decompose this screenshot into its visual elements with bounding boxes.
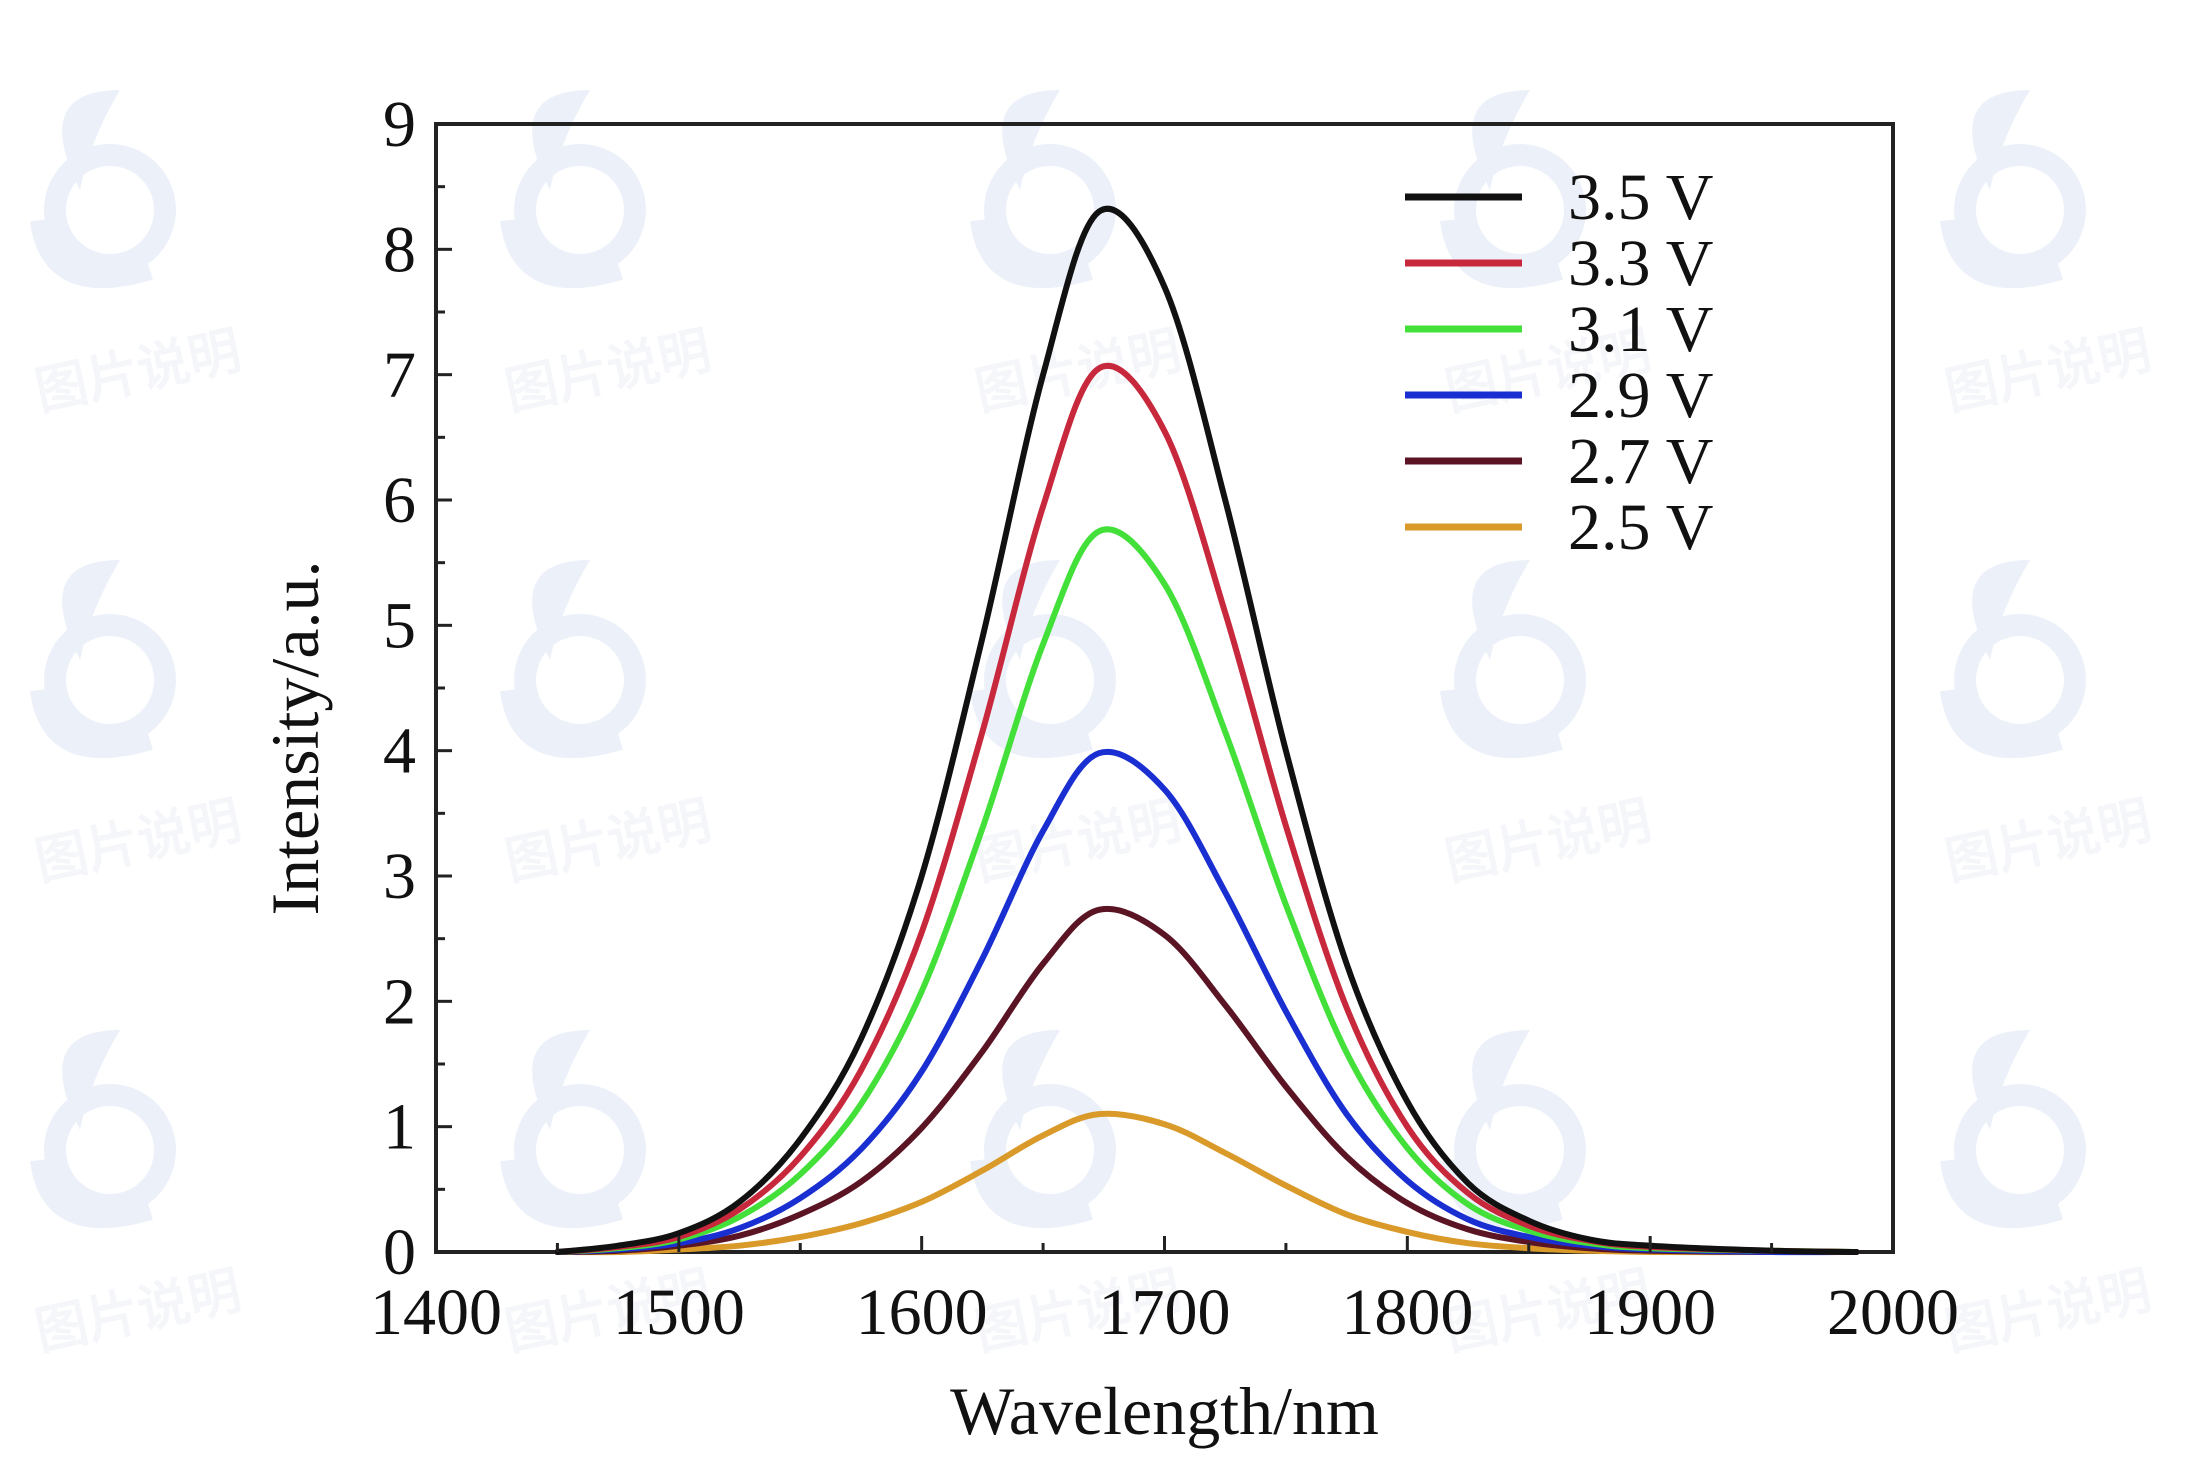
watermark-mark: 图片说明 xyxy=(1440,560,1656,893)
x-axis: 1400 1500 1600 1700 1800 1900 2000 xyxy=(370,1236,1959,1349)
series-line-0 xyxy=(554,205,1860,1255)
watermark-mark: 图片说明 xyxy=(30,90,246,423)
watermark-text: 图片说明 xyxy=(970,791,1186,893)
y-tick-label: 4 xyxy=(383,715,416,788)
series-line-2 xyxy=(554,526,1860,1255)
y-tick-label: 5 xyxy=(383,589,416,662)
watermark-text: 图片说明 xyxy=(500,321,716,423)
x-tick-label: 1800 xyxy=(1341,1276,1473,1349)
legend: 3.5 V3.3 V3.1 V2.9 V2.7 V2.5 V xyxy=(1405,161,1713,564)
legend-label: 2.7 V xyxy=(1568,425,1713,498)
watermark-text: 图片说明 xyxy=(1940,1261,2156,1363)
watermark-mark: 图片说明 xyxy=(500,560,716,893)
watermark-mark: 图片说明 xyxy=(970,560,1186,893)
watermark-text: 图片说明 xyxy=(1940,791,2156,893)
x-tick-label: 1400 xyxy=(370,1276,502,1349)
watermark-text: 图片说明 xyxy=(500,791,716,893)
y-tick-label: 3 xyxy=(383,840,416,913)
watermark-mark: 图片说明 xyxy=(1940,90,2156,423)
legend-label: 3.3 V xyxy=(1568,227,1713,300)
series-line-1 xyxy=(554,362,1860,1255)
series-line-3 xyxy=(554,748,1860,1256)
legend-label: 2.9 V xyxy=(1568,359,1713,432)
watermark-text: 图片说明 xyxy=(1440,791,1656,893)
y-tick-label: 2 xyxy=(383,965,416,1038)
y-tick-label: 0 xyxy=(383,1216,416,1289)
x-axis-title: Wavelength/nm xyxy=(950,1373,1379,1449)
watermark-text: 图片说明 xyxy=(30,321,246,423)
watermark-mark: 图片说明 xyxy=(30,560,246,893)
y-tick-label: 9 xyxy=(383,88,416,161)
y-tick-label: 6 xyxy=(383,464,416,537)
legend-label: 3.5 V xyxy=(1568,161,1713,234)
watermark-mark: 图片说明 xyxy=(500,90,716,423)
legend-label: 2.5 V xyxy=(1568,491,1713,564)
x-tick-label: 1600 xyxy=(856,1276,988,1349)
y-axis: 0 1 2 3 4 5 6 7 8 9 xyxy=(383,88,452,1289)
y-axis-title: Intensity/a.u. xyxy=(257,560,333,915)
y-tick-label: 1 xyxy=(383,1091,416,1164)
watermark-mark: 图片说明 xyxy=(1940,560,2156,893)
watermark-mark: 图片说明 xyxy=(1940,1030,2156,1363)
watermark-text: 图片说明 xyxy=(30,1261,246,1363)
series-lines xyxy=(554,205,1860,1256)
y-tick-label: 7 xyxy=(383,339,416,412)
legend-label: 3.1 V xyxy=(1568,293,1713,366)
x-tick-label: 1500 xyxy=(613,1276,745,1349)
y-tick-label: 8 xyxy=(383,213,416,286)
watermark-mark: 图片说明 xyxy=(30,1030,246,1363)
watermark-text: 图片说明 xyxy=(30,791,246,893)
x-tick-label: 1700 xyxy=(1099,1276,1231,1349)
x-tick-label: 1900 xyxy=(1584,1276,1716,1349)
x-tick-label: 2000 xyxy=(1827,1276,1959,1349)
watermark-text: 图片说明 xyxy=(1940,321,2156,423)
